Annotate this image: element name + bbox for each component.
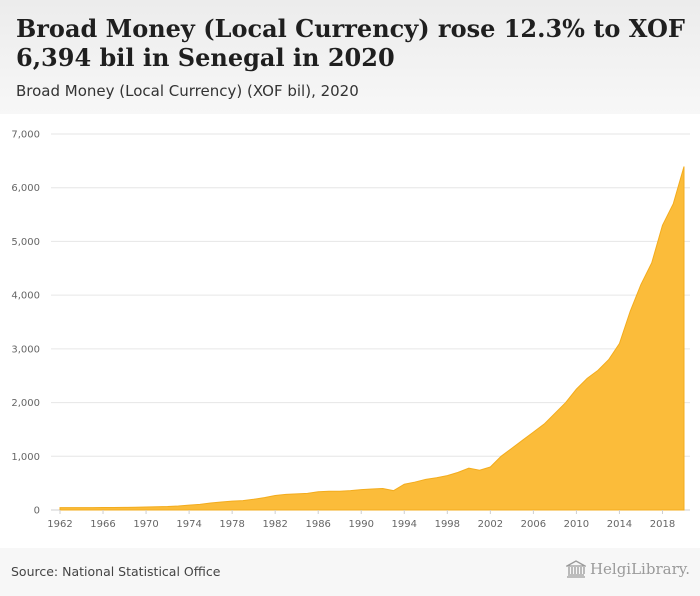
header: Broad Money (Local Currency) rose 12.3% … [0, 0, 700, 114]
series-area [59, 166, 685, 511]
y-tick-label: 7,000 [11, 130, 40, 141]
y-tick-label: 5,000 [11, 237, 40, 248]
x-tick-label: 1998 [435, 519, 460, 530]
x-tick-label: 2002 [478, 519, 503, 530]
x-tick-label: 2006 [521, 519, 546, 530]
x-tick-label: 1986 [305, 519, 330, 530]
x-tick-label: 1970 [133, 519, 158, 530]
y-tick-label: 4,000 [11, 291, 40, 302]
source-note: Source: National Statistical Office [11, 564, 221, 579]
x-tick-label: 1962 [47, 519, 72, 530]
chart-subtitle: Broad Money (Local Currency) (XOF bil), … [16, 82, 359, 100]
x-tick-label: 2010 [564, 519, 589, 530]
y-tick-label: 2,000 [11, 398, 40, 409]
helgi-library-logo[interactable]: HelgiLibrary. [565, 560, 690, 578]
x-tick-label: 1978 [219, 519, 244, 530]
x-tick-label: 2014 [607, 519, 632, 530]
x-tick-label: 2018 [650, 519, 675, 530]
chart-title: Broad Money (Local Currency) rose 12.3% … [16, 14, 685, 72]
y-axis: 0 1,000 2,000 3,000 4,000 5,000 6,000 7,000 [11, 130, 40, 517]
y-tick-label: 3,000 [11, 344, 40, 355]
library-building-icon [565, 560, 586, 578]
logo-text: HelgiLibrary. [589, 560, 690, 578]
y-tick-label: 1,000 [11, 452, 40, 463]
x-tick-label: 1994 [392, 519, 417, 530]
x-tick-label: 1990 [349, 519, 374, 530]
y-tick-label: 6,000 [11, 183, 40, 194]
x-tick-label: 1982 [262, 519, 287, 530]
x-tick-label: 1966 [90, 519, 115, 530]
area-layer [59, 166, 685, 511]
x-axis: 1962 1966 1970 1974 1978 1982 1986 1990 1994 1998… [47, 510, 675, 530]
x-tick-label: 1974 [176, 519, 201, 530]
y-tick-label: 0 [34, 506, 40, 517]
